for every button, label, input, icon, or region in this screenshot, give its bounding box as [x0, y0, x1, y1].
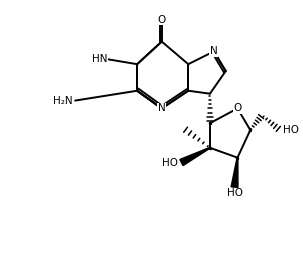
Text: HO: HO: [162, 157, 178, 167]
Polygon shape: [231, 158, 238, 188]
Text: HO: HO: [227, 188, 242, 198]
Text: O: O: [158, 15, 166, 25]
Text: H₂N: H₂N: [53, 96, 72, 106]
Text: N: N: [158, 104, 166, 114]
Polygon shape: [180, 147, 210, 166]
Text: HO: HO: [283, 125, 299, 135]
Text: N: N: [210, 46, 218, 56]
Text: O: O: [233, 104, 241, 114]
Text: HN: HN: [92, 54, 108, 64]
